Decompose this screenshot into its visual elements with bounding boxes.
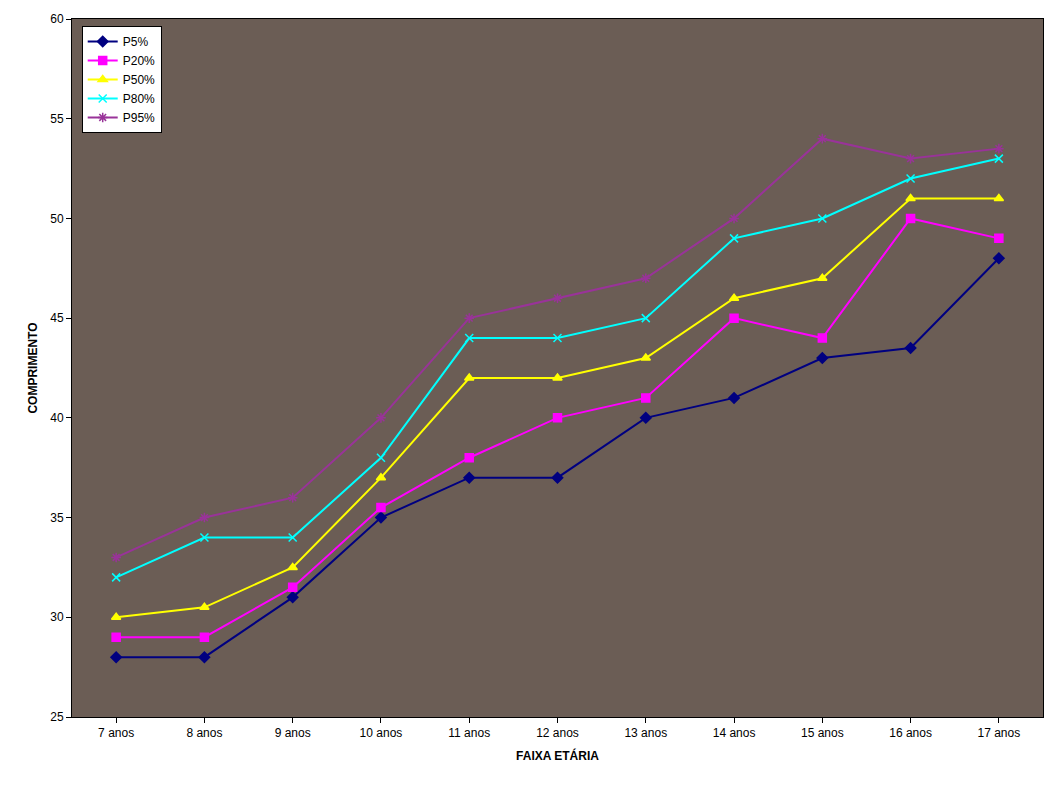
- svg-text:P80%: P80%: [123, 92, 155, 106]
- svg-text:P5%: P5%: [123, 35, 149, 49]
- svg-text:9 anos: 9 anos: [275, 726, 311, 740]
- svg-text:8 anos: 8 anos: [186, 726, 222, 740]
- svg-text:16 anos: 16 anos: [889, 726, 932, 740]
- svg-text:45: 45: [50, 311, 64, 325]
- svg-text:25: 25: [50, 710, 64, 724]
- svg-text:40: 40: [50, 411, 64, 425]
- svg-text:FAIXA ETÁRIA: FAIXA ETÁRIA: [516, 748, 599, 763]
- svg-text:P20%: P20%: [123, 54, 155, 68]
- svg-text:12 anos: 12 anos: [536, 726, 579, 740]
- svg-text:15 anos: 15 anos: [801, 726, 844, 740]
- svg-text:13 anos: 13 anos: [624, 726, 667, 740]
- svg-text:P95%: P95%: [123, 111, 155, 125]
- svg-text:30: 30: [50, 610, 64, 624]
- svg-text:P50%: P50%: [123, 73, 155, 87]
- svg-text:10 anos: 10 anos: [360, 726, 403, 740]
- svg-text:35: 35: [50, 511, 64, 525]
- svg-text:60: 60: [50, 12, 64, 26]
- svg-text:50: 50: [50, 212, 64, 226]
- svg-text:14 anos: 14 anos: [713, 726, 756, 740]
- svg-text:11 anos: 11 anos: [448, 726, 490, 740]
- svg-text:COMPRIMENTO: COMPRIMENTO: [26, 322, 40, 413]
- svg-text:17 anos: 17 anos: [978, 726, 1021, 740]
- svg-text:7 anos: 7 anos: [98, 726, 134, 740]
- svg-text:55: 55: [50, 112, 64, 126]
